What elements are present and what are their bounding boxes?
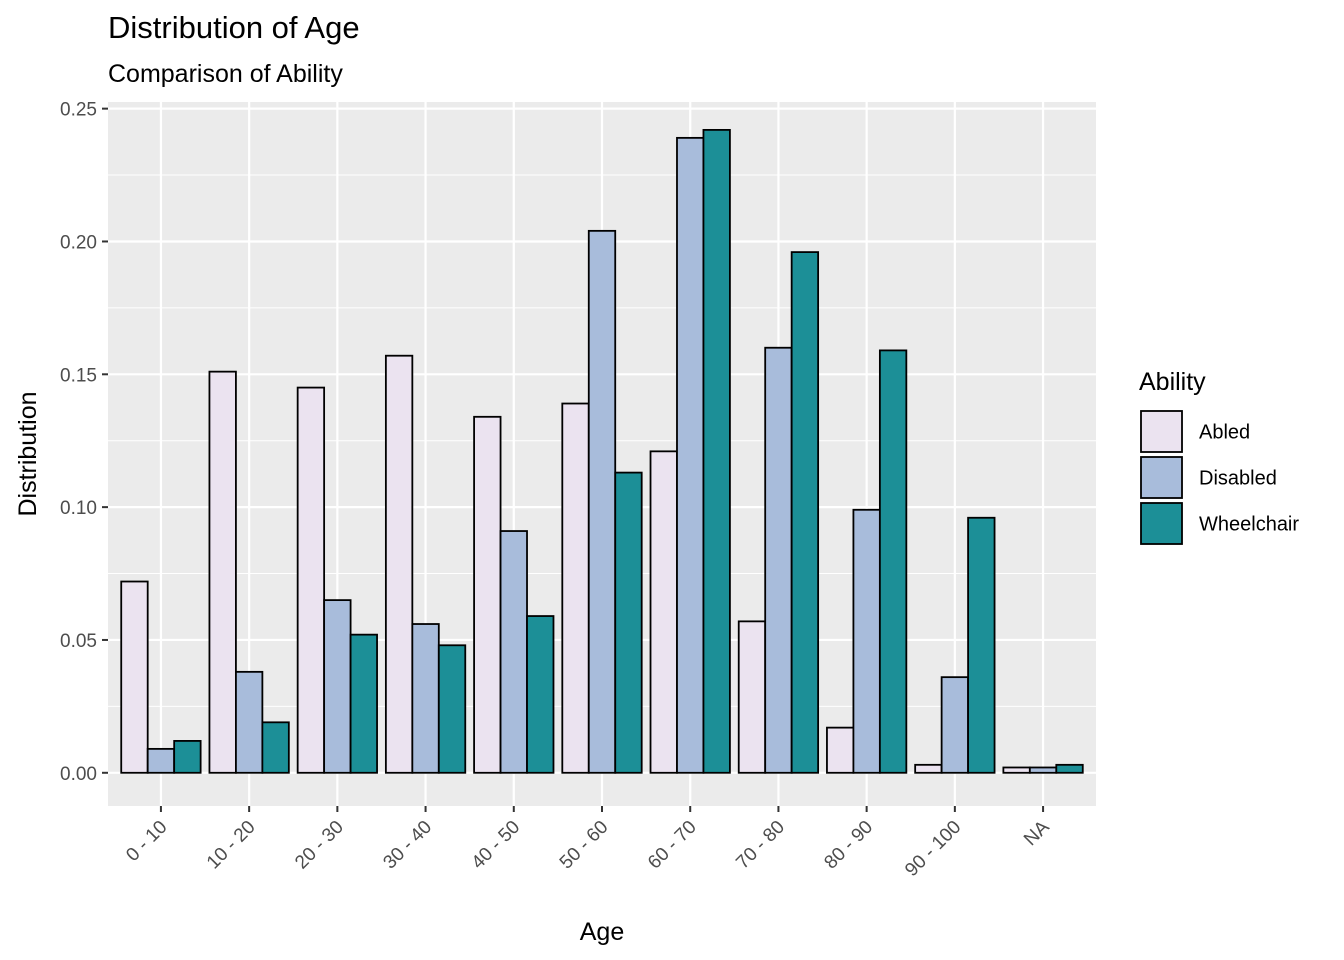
bars — [120, 128, 1084, 774]
bar-wheelchair-6 — [702, 128, 731, 774]
x-axis: 0 - 10 10 - 20 20 - 30 30 - 40 40 - 50 50 - 6… — [122, 806, 1054, 881]
y-tick-label: 0.20 — [60, 232, 97, 253]
bar-abled-7 — [737, 620, 767, 774]
y-tick-label: 0.15 — [60, 365, 97, 386]
legend-swatch-abled — [1140, 410, 1183, 453]
bar-abled-8 — [826, 726, 855, 774]
x-tick-label: 20 - 30 — [291, 817, 348, 874]
bar-disabled-0 — [146, 747, 176, 774]
x-tick-label: 40 - 50 — [468, 817, 525, 874]
bar-disabled-1 — [235, 670, 264, 774]
y-tick-label: 0.25 — [60, 100, 97, 121]
bar-disabled-2 — [323, 599, 352, 774]
chart-subtitle: Comparison of Ability — [108, 60, 343, 88]
x-tick-label: 60 - 70 — [644, 817, 701, 874]
x-tick-label: 30 - 40 — [379, 817, 436, 874]
x-tick-label: 90 - 100 — [901, 817, 965, 881]
y-tick-label: 0.05 — [60, 631, 97, 652]
bar-abled-4 — [473, 415, 502, 774]
bar-wheelchair-10 — [1055, 763, 1084, 774]
legend-label-abled: Abled — [1199, 422, 1250, 444]
bar-disabled-3 — [411, 623, 440, 774]
bar-abled-0 — [120, 580, 149, 774]
chart-title: Distribution of Age — [108, 10, 360, 45]
bar-disabled-8 — [852, 508, 881, 774]
bar-wheelchair-5 — [614, 471, 643, 774]
x-tick-label: 70 - 80 — [732, 817, 789, 874]
legend-label-wheelchair: Wheelchair — [1199, 514, 1299, 536]
bar-wheelchair-7 — [790, 251, 820, 774]
legend-swatch-disabled — [1140, 456, 1183, 499]
bar-disabled-6 — [676, 136, 705, 774]
legend: Ability Abled Disabled Wheelchair — [1139, 368, 1299, 545]
legend-title: Ability — [1139, 368, 1206, 396]
bar-wheelchair-1 — [261, 721, 290, 774]
bar-abled-9 — [914, 763, 943, 774]
bar-disabled-5 — [587, 229, 617, 774]
y-axis-title: Distribution — [14, 391, 42, 516]
x-tick-label: NA — [1020, 816, 1054, 850]
bar-disabled-7 — [764, 346, 793, 774]
y-tick-label: 0.10 — [60, 498, 97, 519]
bar-abled-10 — [1002, 766, 1031, 774]
x-tick-label: 10 - 20 — [203, 817, 260, 874]
legend-swatch-wheelchair — [1140, 502, 1183, 545]
y-axis: 0.00 0.05 0.10 0.15 0.20 0.25 — [60, 100, 108, 785]
bar-abled-1 — [208, 370, 237, 774]
bar-abled-5 — [561, 402, 590, 774]
bar-abled-2 — [296, 386, 326, 774]
bar-wheelchair-3 — [437, 644, 467, 774]
bar-abled-6 — [649, 450, 678, 774]
x-tick-label: 50 - 60 — [556, 817, 613, 874]
bar-wheelchair-4 — [526, 615, 555, 774]
bar-wheelchair-2 — [349, 633, 378, 774]
legend-label-disabled: Disabled — [1199, 468, 1277, 490]
x-tick-label: 0 - 10 — [122, 817, 171, 866]
bar-wheelchair-8 — [878, 349, 908, 774]
x-tick-label: 80 - 90 — [820, 817, 877, 874]
bar-disabled-9 — [940, 676, 969, 774]
y-tick-label: 0.00 — [60, 764, 97, 785]
bar-disabled-10 — [1028, 766, 1058, 774]
bar-abled-3 — [384, 354, 414, 774]
bar-wheelchair-9 — [967, 516, 996, 774]
x-axis-title: Age — [580, 918, 624, 946]
bar-wheelchair-0 — [173, 740, 202, 774]
bar-disabled-4 — [499, 530, 528, 774]
